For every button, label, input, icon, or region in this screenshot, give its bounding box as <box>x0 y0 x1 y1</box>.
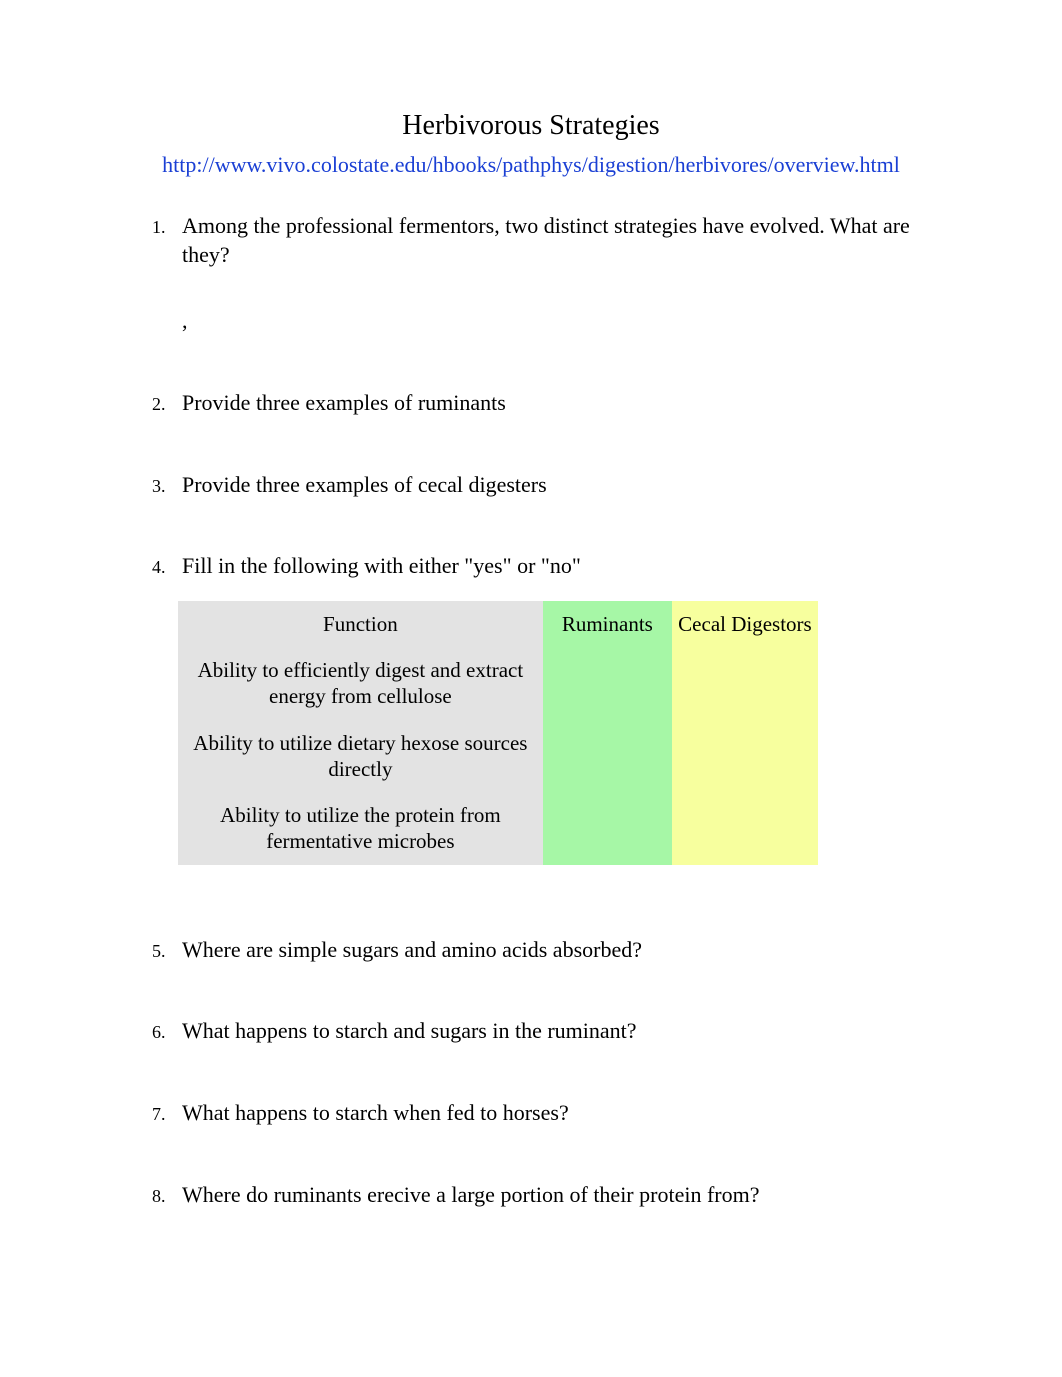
question-3: Provide three examples of cecal digester… <box>170 470 942 500</box>
cell-function: Ability to utilize the protein from ferm… <box>178 792 543 865</box>
cell-function: Ability to efficiently digest and extrac… <box>178 647 543 720</box>
cell-ruminants <box>543 792 672 865</box>
cell-function: Ability to utilize dietary hexose source… <box>178 720 543 793</box>
comparison-table-wrap: Function Ruminants Cecal Digestors Abili… <box>178 601 942 865</box>
question-4-text: Fill in the following with either "yes" … <box>182 553 581 578</box>
question-4: Fill in the following with either "yes" … <box>170 551 942 864</box>
question-1: Among the professional fermentors, two d… <box>170 211 942 336</box>
cell-cecal <box>672 720 818 793</box>
header-cecal: Cecal Digestors <box>672 601 818 647</box>
cell-cecal <box>672 647 818 720</box>
question-list: Among the professional fermentors, two d… <box>120 211 942 1210</box>
table-row: Ability to utilize dietary hexose source… <box>178 720 818 793</box>
table-row: Ability to efficiently digest and extrac… <box>178 647 818 720</box>
header-ruminants: Ruminants <box>543 601 672 647</box>
page-title: Herbivorous Strategies <box>120 110 942 142</box>
question-7: What happens to starch when fed to horse… <box>170 1098 942 1128</box>
cell-ruminants <box>543 647 672 720</box>
question-5: Where are simple sugars and amino acids … <box>170 935 942 965</box>
question-8: Where do ruminants erecive a large porti… <box>170 1180 942 1210</box>
source-link: http://www.vivo.colostate.edu/hbooks/pat… <box>120 150 942 181</box>
cell-ruminants <box>543 720 672 793</box>
document-page: Herbivorous Strategies http://www.vivo.c… <box>0 0 1062 1321</box>
table-header-row: Function Ruminants Cecal Digestors <box>178 601 818 647</box>
comparison-table: Function Ruminants Cecal Digestors Abili… <box>178 601 818 865</box>
table-row: Ability to utilize the protein from ferm… <box>178 792 818 865</box>
question-1-text: Among the professional fermentors, two d… <box>182 211 942 270</box>
question-1-answer: , <box>182 306 942 336</box>
source-link-anchor[interactable]: http://www.vivo.colostate.edu/hbooks/pat… <box>162 152 900 177</box>
header-function: Function <box>178 601 543 647</box>
question-6: What happens to starch and sugars in the… <box>170 1016 942 1046</box>
question-2: Provide three examples of ruminants <box>170 388 942 418</box>
cell-cecal <box>672 792 818 865</box>
